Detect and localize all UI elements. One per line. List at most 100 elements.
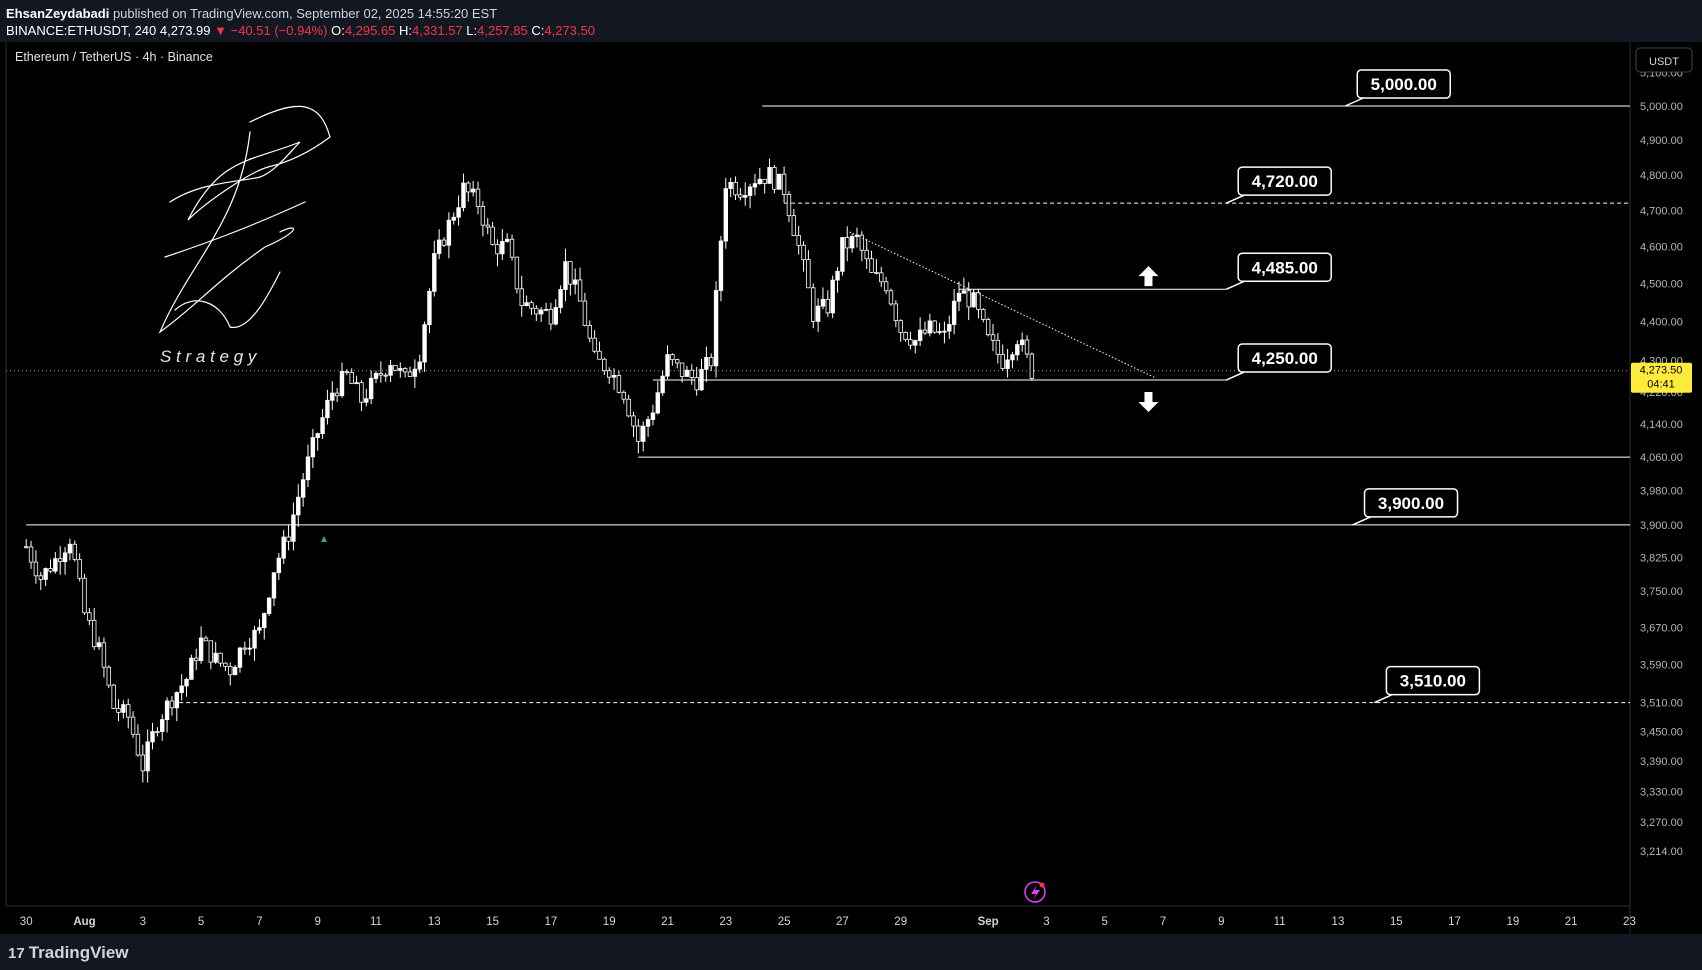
trendline-layer[interactable] [849, 231, 1156, 379]
level-callout[interactable]: 4,720.00 [1225, 166, 1332, 204]
callout-box[interactable] [1363, 488, 1459, 518]
candle [990, 323, 996, 352]
candle-body-down [383, 374, 388, 377]
candle [402, 367, 408, 378]
currency-button[interactable]: USDT [1635, 47, 1693, 73]
time-tick-label: 9 [1218, 916, 1224, 928]
candle-body-down [995, 339, 1001, 355]
candle [286, 524, 291, 551]
candle-body-down [344, 371, 350, 373]
candle-body-up [961, 290, 967, 294]
candle-body-down [801, 244, 806, 261]
symbol-label: BINANCE:ETHUSDT, 240 [6, 23, 157, 38]
candle-body-up [747, 186, 753, 196]
candle [164, 697, 170, 733]
price-tick-label: 3,825.00 [1640, 553, 1683, 565]
close-label: C: [531, 23, 545, 38]
level-labels[interactable]: 5,000.00 4,720.00 4,485.00 4,250.00 3,900.00… [1225, 69, 1481, 704]
candle [232, 665, 238, 676]
level-callout[interactable]: 4,250.00 [1225, 343, 1332, 381]
candle-body-up [835, 270, 840, 281]
candle [757, 167, 763, 185]
callout-label[interactable]: 4,720.00 [1252, 172, 1318, 191]
candle [869, 250, 874, 273]
candle-body-up [956, 292, 962, 302]
candle [976, 288, 981, 319]
candle-body-down [101, 642, 107, 668]
candle-body-down [825, 298, 831, 314]
candle [53, 552, 58, 574]
candle [62, 546, 68, 575]
level-callout[interactable]: 4,485.00 [1225, 252, 1332, 290]
callout-box[interactable] [1237, 252, 1332, 283]
horizontal-levels[interactable] [6, 105, 1630, 704]
time-axis[interactable]: 30 Aug 3 5 7 9 11 13 15 17 19 21 23 25 27 29 Sep 3 5 7 9 11 13… [20, 916, 1636, 928]
callout-label[interactable]: 5,000.00 [1371, 75, 1437, 94]
descending-trendline[interactable] [849, 231, 1156, 379]
callout-label[interactable]: 4,485.00 [1252, 258, 1318, 277]
candle [330, 381, 335, 411]
level-callout[interactable]: 3,510.00 [1374, 665, 1481, 704]
tradingview-brand[interactable]: TradingView [28, 943, 129, 962]
callout-label[interactable]: 4,250.00 [1252, 349, 1318, 368]
callout-label[interactable]: 3,510.00 [1400, 672, 1466, 691]
candle-body-up [1010, 354, 1015, 361]
candle-body-up [704, 357, 709, 370]
tradingview-logo-icon[interactable]: 17 [8, 945, 25, 962]
candle-body-down [58, 558, 63, 563]
candle [626, 394, 631, 418]
currency-button-label[interactable]: USDT [1649, 56, 1679, 68]
callout-label[interactable]: 3,900.00 [1378, 494, 1444, 513]
candle [300, 473, 306, 507]
candle-body-up [849, 236, 855, 249]
candle-body-down [597, 350, 602, 360]
time-tick-label: 27 [836, 916, 849, 928]
candle [796, 225, 801, 255]
candle-body-up [174, 692, 180, 709]
candle-body-up [699, 368, 704, 391]
candle [344, 369, 350, 376]
candle [368, 370, 374, 405]
candle-body-up [504, 238, 510, 242]
callout-pointer [1225, 194, 1245, 204]
callout-box[interactable] [1237, 343, 1332, 373]
level-callout[interactable]: 5,000.00 [1344, 69, 1451, 107]
candle-body-up [917, 329, 923, 342]
candle-body-down [709, 357, 714, 367]
candle-body-down [48, 568, 53, 572]
chart-area[interactable]: Ethereum / TetherUS · 4h · Binance Z S t… [0, 42, 1702, 934]
callout-box[interactable] [1385, 665, 1481, 696]
price-tick-label: 3,450.00 [1640, 727, 1683, 739]
candle-body-up [1005, 359, 1010, 369]
callout-box[interactable] [1356, 69, 1451, 99]
candle [155, 727, 160, 737]
candle-body-down [82, 577, 87, 614]
chart-canvas[interactable]: Ethereum / TetherUS · 4h · Binance Z S t… [0, 42, 1702, 934]
candle-body-up [840, 237, 845, 272]
flash-icon[interactable] [1024, 881, 1046, 903]
candle-body-down [135, 733, 141, 756]
candle [524, 295, 529, 307]
logo-tail-icon [174, 271, 281, 328]
candle [237, 646, 243, 673]
time-tick-label: 21 [661, 916, 674, 928]
candle [981, 308, 986, 323]
candle [917, 317, 923, 347]
candle-body-down [932, 320, 937, 333]
price-axis[interactable]: 5,100.005,000.004,900.004,800.004,700.00… [1640, 68, 1683, 859]
footer: 17 TradingView [0, 934, 1702, 970]
candle [538, 307, 544, 322]
low-value: 4,257.85 [477, 23, 528, 38]
candle-body-down [883, 281, 889, 292]
callout-box[interactable] [1237, 166, 1332, 196]
candle-body-down [990, 334, 996, 341]
candle [1005, 348, 1010, 378]
price-tick-label: 3,670.00 [1640, 622, 1683, 634]
candle [485, 218, 490, 235]
candle [694, 366, 699, 396]
candle [441, 237, 447, 248]
logo-swoosh-icon [169, 105, 331, 221]
level-callout[interactable]: 3,900.00 [1352, 488, 1459, 526]
countdown-timer: 04:41 [1647, 379, 1675, 391]
author-name[interactable]: EhsanZeydabadi [6, 6, 110, 21]
